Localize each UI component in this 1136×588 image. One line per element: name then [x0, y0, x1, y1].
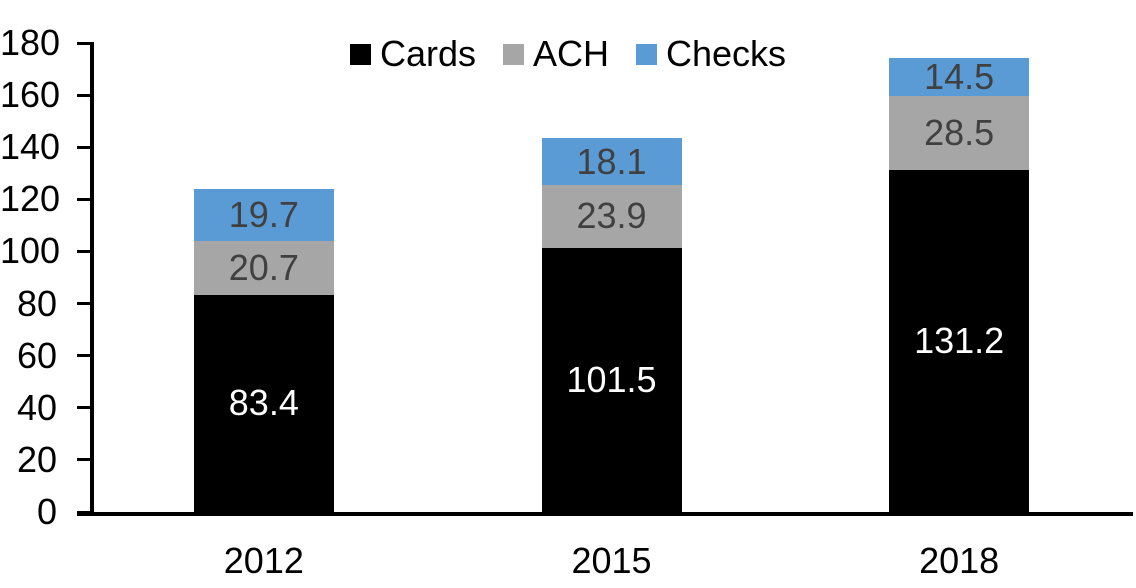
x-axis-tick-label: 2012 — [223, 540, 304, 581]
legend-item-cards: Cards — [349, 33, 476, 74]
y-axis-tick-label: 180 — [0, 22, 61, 63]
y-axis-tick-mark — [77, 41, 90, 45]
bar-segment-cards-2015: 101.5 — [541, 247, 682, 512]
y-axis-tick-label: 120 — [0, 178, 61, 220]
bar-segment-ach-2015: 23.9 — [541, 185, 682, 248]
legend-label: Cards — [379, 33, 476, 74]
data-label: 19.7 — [228, 194, 299, 236]
bar-segment-cards-2012: 83.4 — [193, 294, 334, 512]
y-axis-tick-label: 0 — [36, 491, 57, 532]
data-label: 101.5 — [566, 358, 657, 400]
x-axis-tick-label: 2018 — [919, 540, 1000, 581]
bar-segment-checks-2015: 18.1 — [541, 138, 682, 186]
bar-segment-cards-2018: 131.2 — [889, 170, 1030, 512]
bar-segment-checks-2018: 14.5 — [889, 55, 1030, 97]
x-axis-line — [77, 512, 1133, 516]
y-axis-tick-label: 160 — [0, 74, 61, 116]
y-axis-tick-label: 40 — [16, 386, 57, 428]
bar-segment-ach-2012: 20.7 — [193, 240, 334, 295]
y-axis-tick-label: 140 — [0, 126, 61, 168]
y-axis-tick-label: 20 — [16, 438, 57, 480]
data-label: 14.5 — [924, 55, 995, 97]
bar-segment-ach-2018: 28.5 — [889, 95, 1030, 171]
bar-segment-checks-2012: 19.7 — [193, 189, 334, 241]
y-axis-line — [90, 41, 94, 516]
legend-label: ACH — [532, 33, 609, 74]
y-axis-tick-mark — [77, 249, 90, 253]
legend-swatch-icon — [636, 43, 657, 65]
y-axis-tick-mark — [77, 93, 90, 97]
y-axis-tick-label: 100 — [0, 230, 61, 272]
data-label: 131.2 — [914, 320, 1005, 362]
legend-label: Checks — [666, 33, 787, 74]
y-axis-tick-mark — [77, 145, 90, 149]
y-axis-tick-mark — [77, 197, 90, 201]
data-label: 23.9 — [576, 195, 647, 237]
legend: Cards ACH Checks — [0, 36, 1136, 72]
y-axis-tick-mark — [77, 302, 90, 306]
legend-item-ach: ACH — [502, 33, 609, 74]
y-axis-tick-mark — [77, 458, 90, 462]
data-label: 28.5 — [924, 112, 995, 154]
legend-swatch-icon — [502, 43, 524, 65]
x-axis-tick-label: 2015 — [571, 540, 652, 581]
data-label: 20.7 — [228, 246, 299, 288]
data-label: 18.1 — [576, 140, 647, 182]
y-axis-tick-label: 80 — [16, 282, 57, 324]
data-label: 83.4 — [228, 382, 299, 424]
y-axis-tick-mark — [77, 354, 90, 358]
legend-swatch-icon — [349, 43, 371, 65]
y-axis-tick-label: 60 — [16, 334, 57, 376]
y-axis-tick-mark — [77, 406, 90, 410]
legend-item-checks: Checks — [636, 36, 786, 72]
